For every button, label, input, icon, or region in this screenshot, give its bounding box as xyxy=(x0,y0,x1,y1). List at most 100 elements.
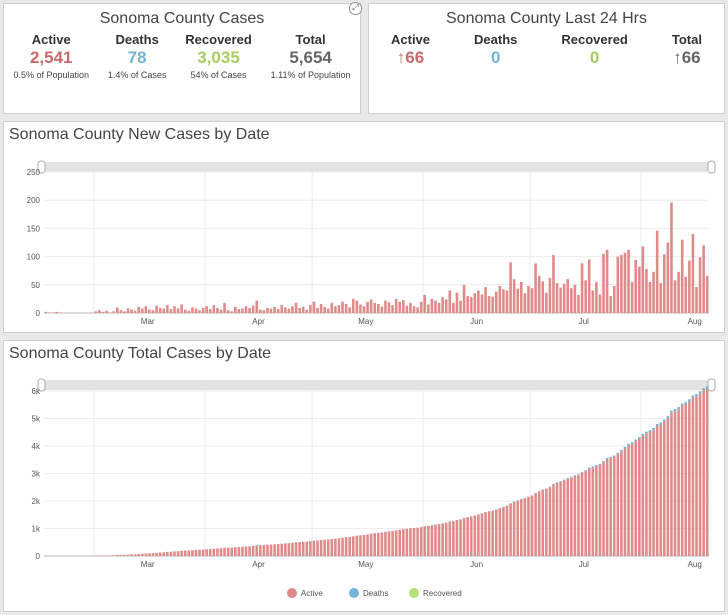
stacked-bar-segment xyxy=(230,547,233,556)
x-tick-label: May xyxy=(358,560,373,569)
bar xyxy=(276,309,280,313)
stacked-bar-segment xyxy=(241,546,244,556)
stacked-bar-segment xyxy=(570,476,573,478)
bar xyxy=(148,309,151,313)
stat-value: 5,654 xyxy=(289,48,332,67)
stacked-bar-segment xyxy=(652,430,655,556)
bar xyxy=(494,291,498,313)
stacked-bar-segment xyxy=(591,467,595,556)
stacked-bar-segment xyxy=(673,409,677,412)
new-cases-chart-panel: Sonoma County New Cases by Date 0 50 100 15… xyxy=(3,121,725,333)
bar xyxy=(141,308,144,313)
bar xyxy=(548,278,552,313)
y-tick-label: 100 xyxy=(27,253,41,262)
stat-subtext: 1.4% of Cases xyxy=(107,70,167,80)
bar xyxy=(98,310,101,313)
bar xyxy=(51,312,55,313)
x-tick-label: Aug xyxy=(688,560,702,569)
bar xyxy=(427,304,430,313)
bar xyxy=(688,260,691,313)
stacked-bar-segment xyxy=(409,528,412,556)
bar xyxy=(598,294,602,313)
expand-icon[interactable]: ⤢ xyxy=(349,2,362,15)
bar xyxy=(173,306,176,313)
bar xyxy=(570,288,573,313)
bar xyxy=(477,290,480,313)
x-tick-label: Jun xyxy=(470,317,483,326)
stacked-bar-segment xyxy=(587,468,591,556)
stacked-bar-segment xyxy=(112,555,116,556)
stacked-bar-segment xyxy=(262,545,266,556)
stacked-bar-segment xyxy=(369,533,373,556)
bar xyxy=(702,245,705,313)
bar xyxy=(201,307,205,313)
bar xyxy=(541,281,545,313)
stat-value: 78 xyxy=(127,48,147,67)
stacked-bar-segment xyxy=(105,555,108,556)
stacked-bar-segment xyxy=(305,541,309,556)
new-cases-chart-title: Sonoma County New Cases by Date xyxy=(9,126,270,143)
bar xyxy=(341,301,344,313)
stat-value: ↑66 xyxy=(396,48,425,67)
bar xyxy=(133,310,137,313)
bar xyxy=(480,294,484,313)
stacked-bar-segment xyxy=(259,545,262,556)
stacked-bar-segment xyxy=(355,535,359,556)
bar xyxy=(384,300,387,313)
stacked-bar-segment xyxy=(545,488,548,556)
stacked-bar-segment xyxy=(380,532,384,556)
stacked-bar-segment xyxy=(516,500,520,556)
stacked-bar-segment xyxy=(666,416,670,419)
bar xyxy=(316,307,319,313)
bar xyxy=(555,283,559,313)
stat-value: 3,035 xyxy=(197,48,240,67)
stacked-bar-segment xyxy=(566,477,570,479)
bar xyxy=(620,254,623,313)
stacked-bar-segment xyxy=(616,454,620,556)
bar xyxy=(455,292,459,313)
stacked-bar-segment xyxy=(298,542,301,556)
stacked-bar-segment xyxy=(520,499,523,556)
stacked-bar-segment xyxy=(137,553,141,556)
stacked-bar-segment xyxy=(444,522,448,556)
y-tick-label: 0 xyxy=(36,552,41,561)
stacked-bar-segment xyxy=(616,452,620,455)
stacked-bar-segment xyxy=(527,496,530,556)
bar xyxy=(634,259,637,313)
bar xyxy=(505,290,509,313)
bar xyxy=(652,271,655,313)
scroll-handle-left xyxy=(37,160,46,174)
stacked-bar-segment xyxy=(248,546,251,556)
stacked-bar-segment xyxy=(562,479,566,481)
stacked-bar-segment xyxy=(605,459,609,556)
stacked-bar-segment xyxy=(326,539,330,556)
stacked-bar-segment xyxy=(609,458,612,556)
stacked-bar-segment xyxy=(387,531,391,556)
bar xyxy=(695,287,698,313)
stacked-bar-segment xyxy=(462,518,466,556)
stacked-bar-segment xyxy=(491,510,494,556)
stat-subtext: 54% of Cases xyxy=(190,70,247,80)
bar xyxy=(144,306,148,313)
stat-label: Active xyxy=(391,32,431,47)
stat-label: Recovered xyxy=(561,32,628,47)
bar xyxy=(473,293,477,313)
y-tick-label: 4k xyxy=(32,442,41,451)
bar xyxy=(580,263,584,313)
bar xyxy=(334,306,337,313)
stacked-bar-segment xyxy=(612,456,616,556)
stacked-bar-segment xyxy=(630,442,634,444)
stacked-bar-segment xyxy=(323,539,326,556)
last-24-stats: Active ↑66 Deaths 0 Recovered 0 Total ↑66 xyxy=(369,32,724,68)
stacked-bar-segment xyxy=(402,529,405,556)
bar xyxy=(369,299,373,313)
stacked-bar-segment xyxy=(466,517,469,556)
bar xyxy=(241,308,244,313)
bar xyxy=(412,306,416,313)
stat-label: Total xyxy=(295,32,326,47)
stacked-bar-segment xyxy=(537,491,541,556)
bar xyxy=(498,285,502,313)
stacked-bar-segment xyxy=(255,545,259,556)
stacked-bar-segment xyxy=(684,403,688,556)
stacked-bar-segment xyxy=(637,438,641,556)
